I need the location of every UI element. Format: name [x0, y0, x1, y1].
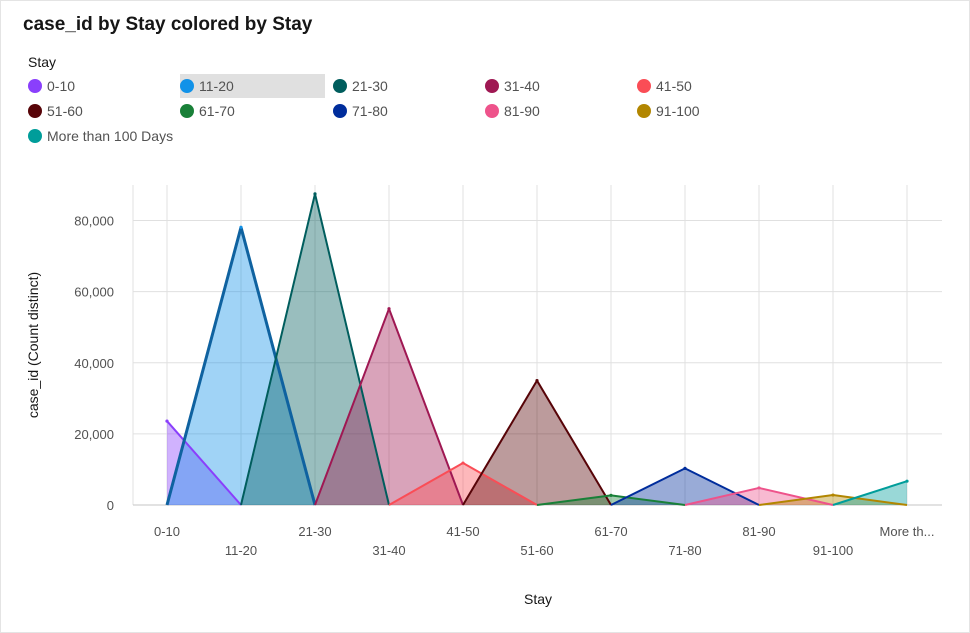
legend-item-more-than-100-days[interactable]: More than 100 Days: [28, 124, 173, 148]
grid-layer: [132, 185, 942, 506]
legend-label: 11-20: [199, 78, 234, 94]
legend-item-31-40[interactable]: 31-40: [485, 74, 540, 98]
y-axis-label: case_id (Count distinct): [25, 272, 41, 418]
legend-label: More than 100 Days: [47, 128, 174, 144]
chart-title: case_id by Stay colored by Stay: [23, 14, 313, 35]
legend-title: Stay: [28, 54, 57, 70]
data-point-11-20: [239, 225, 243, 229]
y-tick-label: 40,000: [74, 356, 114, 371]
x-axis-label: Stay: [524, 591, 552, 607]
y-tick-label: 0: [107, 498, 114, 513]
legend-label: 41-50: [656, 78, 692, 94]
legend-swatch: [485, 79, 499, 93]
data-point-21-30: [313, 192, 317, 196]
series-line-0-10: [166, 420, 242, 506]
y-tick-label: 20,000: [74, 427, 114, 442]
legend-swatch: [485, 104, 499, 118]
data-point-31-40: [387, 307, 391, 311]
series-line-more-than-100-days: [832, 480, 908, 506]
data-point-41-50: [461, 461, 465, 465]
legend-swatch: [180, 104, 194, 118]
data-point-51-60: [535, 378, 539, 383]
legend-swatch: [180, 79, 194, 93]
x-tick-label: More th...: [880, 524, 935, 539]
x-tick-label: 61-70: [594, 524, 627, 539]
legend-label: 71-80: [352, 103, 388, 119]
y-tick-layer: 0 20,000 40,000 60,000 80,000: [74, 214, 114, 513]
legend-swatch: [637, 79, 651, 93]
x-tick-label: 31-40: [372, 543, 405, 558]
legend-item-81-90[interactable]: 81-90: [485, 99, 540, 123]
x-tick-label: 91-100: [813, 543, 853, 558]
legend-item-0-10[interactable]: 0-10: [28, 74, 75, 98]
y-tick-label: 60,000: [74, 285, 114, 300]
legend: 0-10 11-20 21-30 31-40 41-50 51-60 61-70 71-80 8…: [28, 74, 928, 150]
legend-label: 51-60: [47, 103, 83, 119]
legend-item-21-30[interactable]: 21-30: [333, 74, 388, 98]
legend-label: 61-70: [199, 103, 235, 119]
x-tick-label: 51-60: [520, 543, 553, 558]
legend-swatch: [333, 104, 347, 118]
series-area-51-60: [463, 380, 611, 505]
data-point-0-10: [165, 419, 169, 423]
legend-item-11-20[interactable]: 11-20: [180, 74, 325, 98]
x-tick-label: 41-50: [446, 524, 479, 539]
legend-item-61-70[interactable]: 61-70: [180, 99, 235, 123]
legend-label: 21-30: [352, 78, 388, 94]
legend-item-51-60[interactable]: 51-60: [28, 99, 83, 123]
legend-swatch: [28, 129, 42, 143]
legend-label: 0-10: [47, 78, 76, 94]
data-point-81-90: [757, 486, 761, 490]
legend-item-41-50[interactable]: 41-50: [637, 74, 692, 98]
legend-swatch: [333, 79, 347, 93]
series-area-21-30: [241, 193, 389, 505]
legend-swatch: [637, 104, 651, 118]
legend-swatch: [28, 79, 42, 93]
series-area-41-50: [389, 463, 537, 505]
data-point-71-80: [683, 466, 687, 470]
x-tick-label: 81-90: [742, 524, 775, 539]
legend-swatch: [28, 104, 42, 118]
series-area-11-20: [167, 227, 315, 506]
y-tick-label: 80,000: [74, 214, 114, 229]
legend-item-91-100[interactable]: 91-100: [637, 99, 700, 123]
series-area-31-40: [315, 308, 463, 505]
data-point-61-70: [609, 493, 613, 497]
x-tick-label: 11-20: [225, 543, 257, 558]
x-tick-label: 71-80: [668, 543, 701, 558]
series-area-61-70: [537, 495, 685, 505]
line-layer: [165, 192, 909, 506]
x-tick-label: 21-30: [298, 524, 331, 539]
series-area-91-100: [759, 495, 907, 505]
legend-label: 91-100: [656, 103, 700, 119]
x-tick-label: 0-10: [154, 524, 180, 539]
legend-label: 31-40: [504, 78, 540, 94]
legend-label: 81-90: [504, 103, 540, 119]
data-point-91-100: [831, 493, 835, 497]
x-tick-layer: 0-10 11-20 21-30 31-40 41-50 51-60 61-70 71-80 8…: [154, 524, 934, 558]
data-point-more-than-100-days: [905, 479, 909, 483]
legend-item-71-80[interactable]: 71-80: [333, 99, 388, 123]
